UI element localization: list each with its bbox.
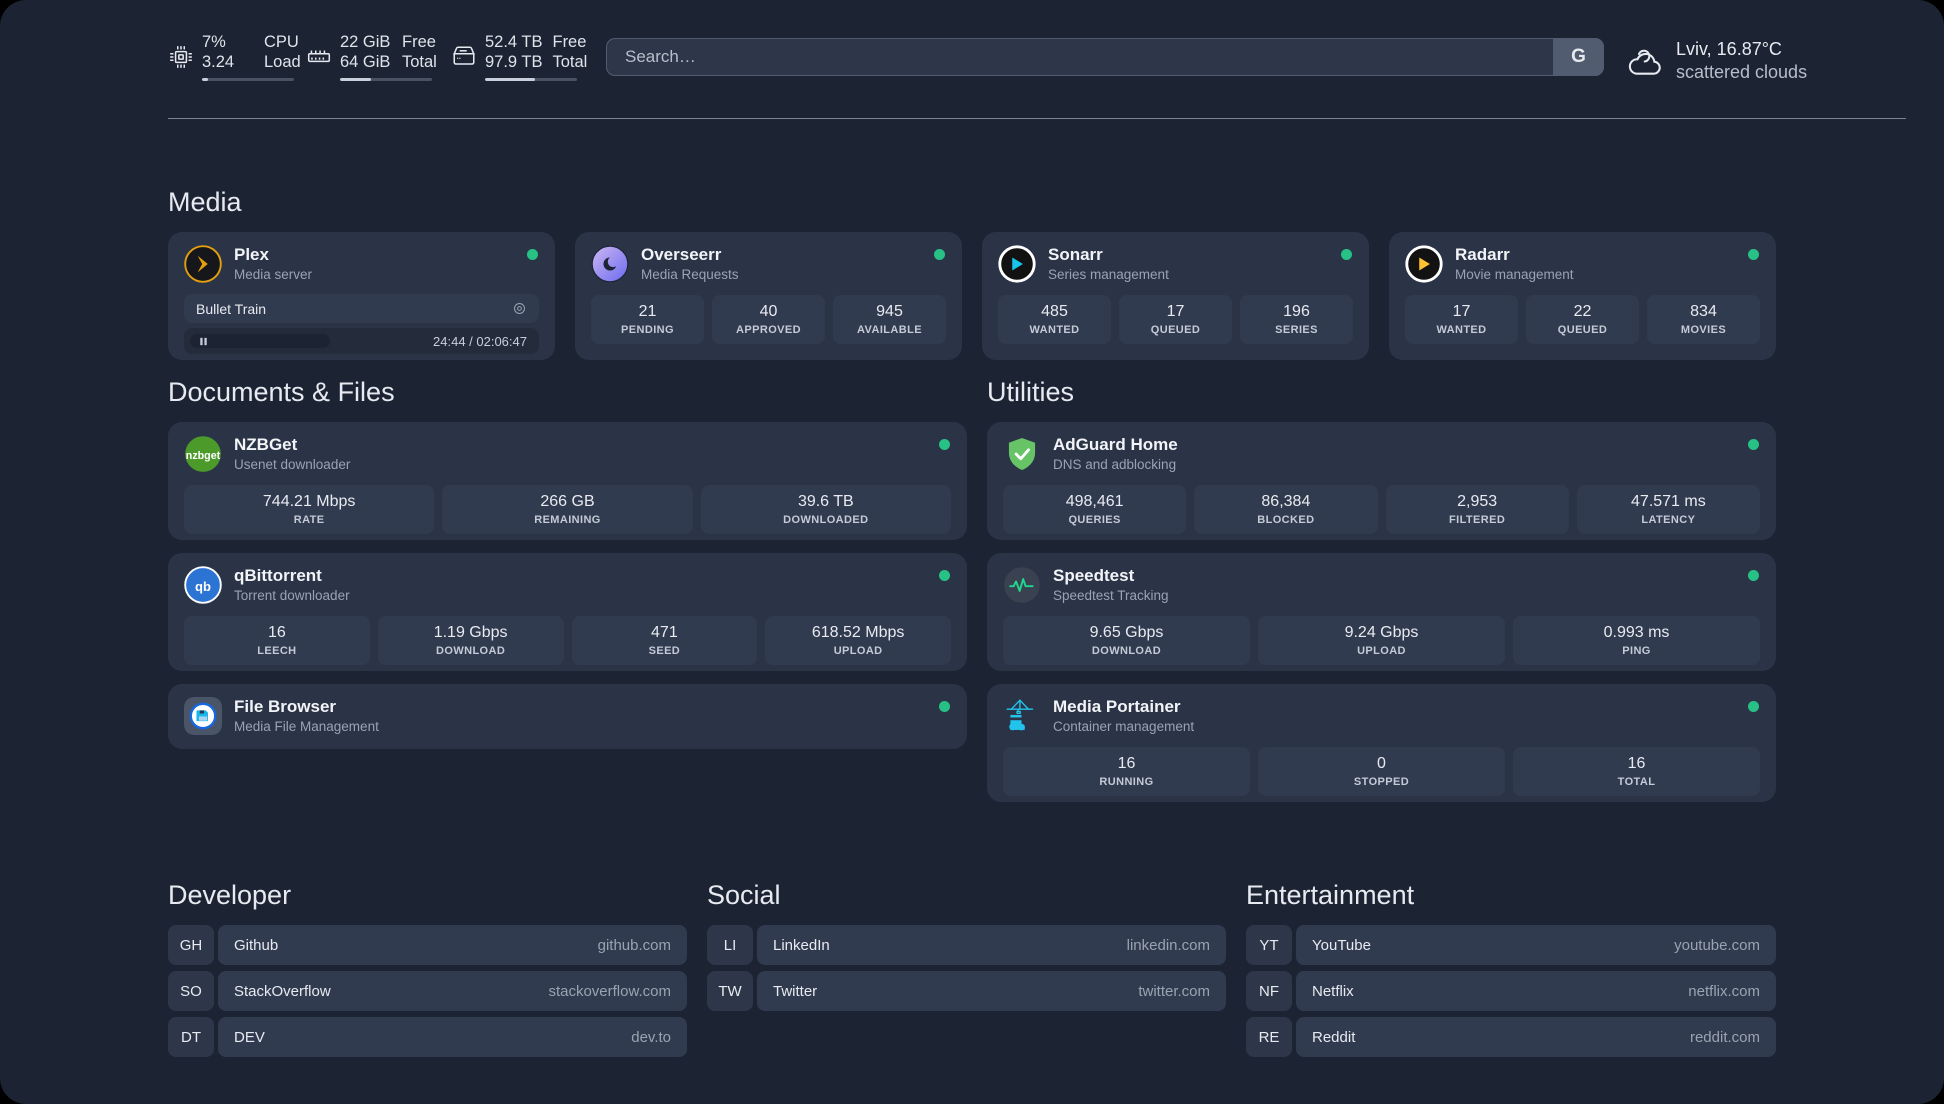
svg-text:nzbget: nzbget	[186, 450, 221, 462]
svg-text:qb: qb	[195, 579, 211, 594]
